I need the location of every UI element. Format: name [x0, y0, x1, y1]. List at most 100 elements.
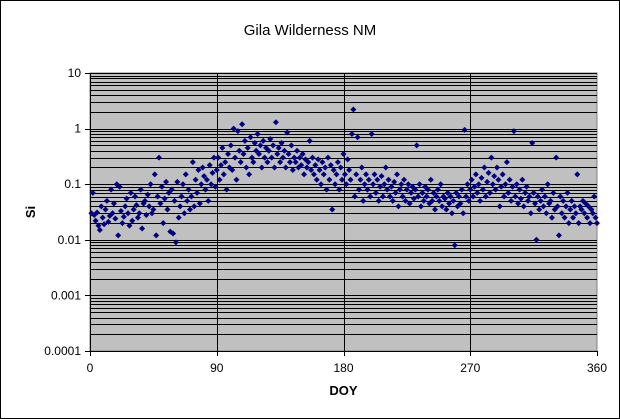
data-point	[484, 178, 491, 185]
data-point	[96, 227, 103, 234]
data-point	[116, 183, 123, 190]
x-axis-title: DOY	[329, 383, 358, 398]
data-point	[160, 220, 167, 227]
data-point	[429, 197, 436, 204]
data-point	[384, 186, 391, 193]
data-point	[572, 210, 579, 217]
data-point	[170, 230, 177, 237]
data-point	[451, 242, 458, 249]
data-point	[540, 203, 547, 210]
data-point	[99, 214, 106, 221]
data-point	[447, 193, 454, 200]
data-point	[284, 129, 291, 136]
data-point	[333, 171, 340, 178]
data-point	[360, 197, 367, 204]
data-point	[267, 136, 274, 143]
data-point	[437, 181, 444, 188]
data-point	[550, 189, 557, 196]
data-point	[470, 193, 477, 200]
data-point	[133, 202, 140, 209]
y-tick-label: 0.001	[51, 288, 81, 302]
data-point	[374, 176, 381, 183]
data-point	[443, 206, 450, 213]
data-point	[417, 203, 424, 210]
data-point	[351, 193, 358, 200]
data-point	[122, 203, 129, 210]
data-point	[120, 213, 127, 220]
data-point	[496, 203, 503, 210]
data-point	[432, 206, 439, 213]
data-point	[415, 193, 422, 200]
data-point	[199, 164, 206, 171]
data-point	[322, 164, 329, 171]
chart-title: Gila Wilderness NM	[244, 22, 377, 39]
data-point	[315, 156, 322, 163]
data-point	[220, 171, 227, 178]
data-point	[510, 128, 517, 135]
data-point	[108, 186, 115, 193]
data-point	[499, 171, 506, 178]
data-point	[146, 203, 153, 210]
data-point	[523, 183, 530, 190]
data-point	[389, 197, 396, 204]
data-point	[479, 186, 486, 193]
data-point	[195, 167, 202, 174]
data-point	[379, 193, 386, 200]
data-point	[575, 220, 582, 227]
data-point	[313, 176, 320, 183]
data-point	[222, 159, 229, 166]
data-point	[289, 167, 296, 174]
data-point	[448, 210, 455, 217]
data-point	[522, 189, 529, 196]
data-point	[370, 181, 377, 188]
data-point	[403, 186, 410, 193]
y-tick-label: 10	[68, 66, 82, 80]
data-point	[494, 164, 501, 171]
data-point	[453, 189, 460, 196]
data-point	[215, 154, 222, 161]
data-point	[482, 193, 489, 200]
data-point	[306, 137, 313, 144]
data-point	[130, 206, 137, 213]
data-point	[250, 159, 257, 166]
data-point	[243, 164, 250, 171]
data-point	[151, 171, 158, 178]
data-point	[157, 200, 164, 207]
data-point	[502, 181, 509, 188]
data-point	[348, 130, 355, 137]
data-point	[305, 159, 312, 166]
data-point	[532, 200, 539, 207]
y-axis-title: Si	[23, 206, 38, 218]
data-point	[344, 156, 351, 163]
data-point	[361, 181, 368, 188]
data-point	[386, 193, 393, 200]
data-point	[216, 176, 223, 183]
data-point	[277, 159, 284, 166]
x-tick-label: 360	[587, 361, 607, 375]
data-point	[285, 150, 292, 157]
data-point	[581, 210, 588, 217]
data-point	[439, 203, 446, 210]
data-point	[261, 154, 268, 161]
data-point	[288, 142, 295, 149]
data-point	[341, 171, 348, 178]
data-point	[163, 178, 170, 185]
data-point	[278, 140, 285, 147]
data-point	[258, 164, 265, 171]
data-point	[419, 189, 426, 196]
data-point	[388, 183, 395, 190]
x-tick-label: 270	[460, 361, 480, 375]
data-point	[161, 195, 168, 202]
data-point	[509, 183, 516, 190]
data-point	[520, 203, 527, 210]
data-point	[412, 186, 419, 193]
data-point	[405, 181, 412, 188]
data-point	[464, 181, 471, 188]
data-point	[191, 203, 198, 210]
data-point	[320, 171, 327, 178]
data-point	[208, 181, 215, 188]
data-point	[592, 214, 599, 221]
data-point	[375, 197, 382, 204]
data-point	[115, 232, 122, 239]
